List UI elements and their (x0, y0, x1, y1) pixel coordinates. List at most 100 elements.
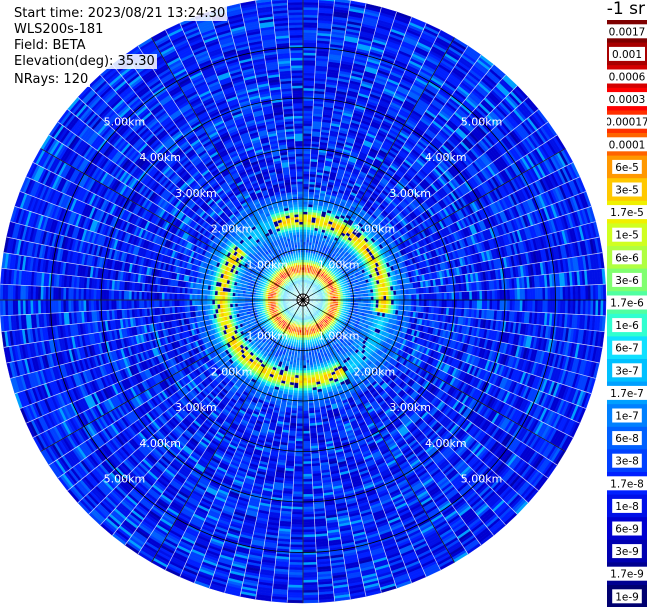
ppi-gate-cell (464, 291, 468, 301)
ppi-gate-cell (302, 188, 310, 192)
ppi-gate-cell (413, 293, 417, 301)
ppi-gate-cell (297, 203, 304, 207)
ppi-gate-cell (443, 292, 448, 301)
ppi-gate-cell (441, 292, 445, 301)
ppi-gate-cell (466, 291, 470, 301)
ppi-gate-cell (298, 211, 304, 215)
ppi-gate-cell (298, 224, 304, 228)
ppi-gate-cell (296, 173, 304, 177)
ppi-gate-cell (398, 294, 402, 301)
ppi-gate-cell (302, 135, 312, 139)
ppi-gate-cell (474, 290, 478, 301)
ppi-gate-cell (416, 293, 420, 301)
ppi-gate-cell (297, 206, 304, 210)
ppi-gate-cell (375, 295, 380, 301)
ppi-gate-cell (433, 292, 438, 301)
ppi-gate-cell (380, 295, 385, 301)
ppi-gate-cell (293, 123, 304, 127)
ppi-gate-cell (302, 241, 307, 245)
ppi-gate-cell (385, 295, 390, 301)
ppi-gate-cell (428, 293, 433, 301)
ppi-gate-cell (459, 291, 463, 301)
ppi-gate-cell (302, 155, 311, 160)
ppi-gate-cell (298, 213, 304, 218)
ppi-gate-cell (297, 191, 304, 195)
ppi-gate-cell (484, 290, 488, 301)
ppi-gate-cell (438, 292, 443, 301)
ppi-gate-cell (302, 236, 307, 240)
ppi-gate-cell (287, 0, 304, 3)
ppi-gate-cell (426, 293, 430, 301)
ppi-gate-cell (296, 188, 304, 192)
ppi-gate-cell (436, 292, 440, 301)
ppi-gate-cell (297, 201, 304, 205)
ppi-gate-cell (373, 295, 377, 301)
ppi-gate-cell (302, 115, 313, 119)
ppi-gate-cell (296, 183, 304, 187)
ppi-gate-cell (302, 186, 310, 190)
ppi-gate-cell (302, 206, 309, 210)
ppi-gate-cell (358, 296, 362, 301)
ppi-gate-cell (302, 213, 308, 218)
ppi-gate-cell (302, 163, 311, 167)
ppi-gate-cell (302, 168, 311, 172)
ppi-gate-cell (299, 241, 304, 245)
ppi-gate-cell (378, 295, 382, 301)
ppi-gate-cell (471, 290, 475, 301)
ppi-gate-cell (396, 294, 400, 301)
ppi-gate-cell (302, 117, 313, 122)
ppi-gate-cell (302, 82, 315, 86)
ppi-gate-cell (388, 295, 392, 301)
ppi-gate-cell (302, 193, 309, 197)
ppi-gate-cell (302, 229, 307, 233)
ppi-gate-cell (295, 168, 304, 172)
ppi-gate-cell (494, 289, 498, 301)
ppi-gate-cell (517, 288, 521, 301)
ppi-gate-cell (296, 181, 304, 185)
ppi-gate-cell (302, 0, 319, 3)
ppi-gate-cell (302, 201, 309, 205)
ppi-gate-cell (294, 135, 304, 139)
ppi-gate-cell (299, 231, 304, 235)
ppi-gate-cell (302, 150, 312, 155)
ppi-gate-cell (295, 160, 304, 165)
ppi-gate-cell (302, 125, 313, 129)
ppi-gate-cell (293, 128, 304, 132)
ppi-gate-cell (302, 221, 308, 225)
ppi-gate-cell (295, 165, 304, 170)
ppi-gate-cell (302, 208, 309, 212)
ppi-gate-cell (299, 229, 304, 233)
ppi-gate-cell (298, 218, 304, 223)
ppi-gate-cell (408, 294, 412, 301)
ppi-gate-cell (297, 193, 304, 197)
ppi-gate-cell (602, 283, 607, 301)
ppi-gate-cell (418, 293, 422, 301)
ppi-gate-cell (302, 191, 309, 195)
ppi-gate-cell (368, 296, 372, 301)
ppi-gate-cell (298, 226, 304, 230)
ppi-gate-cell (302, 140, 312, 144)
ppi-gate-cell (296, 178, 304, 182)
ppi-gate-cell (411, 293, 415, 301)
ppi-gate-cell (423, 293, 427, 301)
ppi-gate-cell (298, 216, 304, 220)
ppi-gate-cell (302, 173, 310, 177)
ppi-gate-cell (448, 291, 453, 301)
ppi-gate-cell (296, 170, 304, 175)
ppi-gate-cell (295, 158, 304, 162)
ppi-gate-cell (383, 295, 387, 301)
ppi-gate-cell (481, 290, 486, 301)
ppi-gate-cell (302, 216, 308, 220)
ppi-gate-cell (302, 176, 310, 180)
ppi-gate-cell (295, 155, 304, 160)
ppi-gate-cell (302, 218, 308, 223)
ppi-gate-cell (297, 208, 304, 212)
ppi-gate-cell (302, 231, 307, 235)
ppi-gate-cell (299, 234, 304, 238)
ppi-gate-cell (365, 296, 369, 301)
ppi-gate-cell (406, 294, 410, 301)
ppi-gate-cell (298, 221, 304, 225)
ppi-gate-cell (293, 117, 304, 122)
ppi-gate-cell (302, 170, 310, 175)
